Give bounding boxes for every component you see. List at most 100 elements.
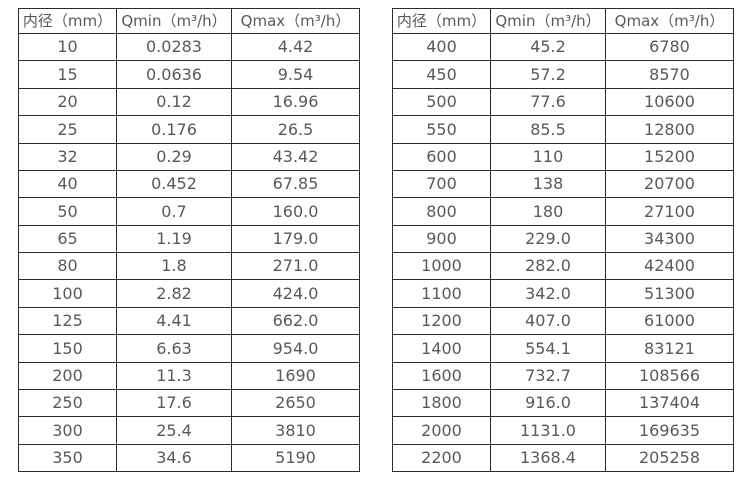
table-row: 150 6.63 954.0 <box>18 334 360 363</box>
column-header-inner-diameter: 内径（mm） <box>18 8 117 34</box>
table-cell: 1800 <box>392 388 491 418</box>
table-cell: 108566 <box>605 361 734 390</box>
table-cell: 954.0 <box>231 334 360 363</box>
table-row: 900 229.0 34300 <box>392 224 734 254</box>
table-row: 20 0.12 16.96 <box>18 87 360 117</box>
table-row: 32 0.29 43.42 <box>18 142 360 171</box>
table-cell: 0.7 <box>116 197 232 226</box>
table-cell: 67.85 <box>231 169 360 199</box>
table-row: 600 110 15200 <box>392 142 734 171</box>
table-cell: 400 <box>392 32 491 62</box>
table-cell: 300 <box>18 416 117 445</box>
table-cell: 26.5 <box>231 115 360 144</box>
table-cell: 15200 <box>605 142 734 171</box>
table-row: 50 0.7 160.0 <box>18 197 360 226</box>
table-cell: 0.176 <box>116 115 232 144</box>
table-cell: 137404 <box>605 388 734 418</box>
table-cell: 1000 <box>392 251 491 281</box>
table-cell: 0.12 <box>116 87 232 117</box>
table-cell: 16.96 <box>231 87 360 117</box>
table-cell: 282.0 <box>490 251 606 281</box>
table-row: 200 11.3 1690 <box>18 361 360 390</box>
header-row: 内径（mm） Qmin（m³/h） Qmax（m³/h） <box>18 8 360 34</box>
table-cell: 51300 <box>605 279 734 308</box>
table-cell: 550 <box>392 115 491 144</box>
table-cell: 916.0 <box>490 388 606 418</box>
table-cell: 80 <box>18 251 117 281</box>
table-cell: 6780 <box>605 32 734 62</box>
table-cell: 1600 <box>392 361 491 390</box>
table-cell: 1.8 <box>116 251 232 281</box>
table-cell: 450 <box>392 60 491 89</box>
table-row: 80 1.8 271.0 <box>18 251 360 281</box>
table-cell: 83121 <box>605 334 734 363</box>
table-cell: 0.29 <box>116 142 232 171</box>
table-cell: 0.0636 <box>116 60 232 89</box>
table-cell: 205258 <box>605 443 734 473</box>
table-row: 500 77.6 10600 <box>392 87 734 117</box>
table-cell: 700 <box>392 169 491 199</box>
table-cell: 9.54 <box>231 60 360 89</box>
table-cell: 500 <box>392 87 491 117</box>
table-cell: 8570 <box>605 60 734 89</box>
table-cell: 57.2 <box>490 60 606 89</box>
table-cell: 2.82 <box>116 279 232 308</box>
table-cell: 34300 <box>605 224 734 254</box>
table-cell: 5190 <box>231 443 360 473</box>
table-row: 2200 1368.4 205258 <box>392 443 734 473</box>
table-cell: 50 <box>18 197 117 226</box>
table-cell: 662.0 <box>231 306 360 336</box>
table-cell: 229.0 <box>490 224 606 254</box>
table-cell: 2650 <box>231 388 360 418</box>
table-cell: 45.2 <box>490 32 606 62</box>
table-cell: 800 <box>392 197 491 226</box>
table-row: 700 138 20700 <box>392 169 734 199</box>
table-row: 2000 1131.0 169635 <box>392 416 734 445</box>
table-row: 250 17.6 2650 <box>18 388 360 418</box>
table-row: 40 0.452 67.85 <box>18 169 360 199</box>
table-cell: 1690 <box>231 361 360 390</box>
table-cell: 350 <box>18 443 117 473</box>
table-row: 1600 732.7 108566 <box>392 361 734 390</box>
table-cell: 1200 <box>392 306 491 336</box>
table-cell: 1400 <box>392 334 491 363</box>
table-cell: 200 <box>18 361 117 390</box>
table-cell: 10600 <box>605 87 734 117</box>
table-cell: 77.6 <box>490 87 606 117</box>
table-cell: 25 <box>18 115 117 144</box>
table-cell: 138 <box>490 169 606 199</box>
table-cell: 554.1 <box>490 334 606 363</box>
header-row: 内径（mm） Qmin（m³/h） Qmax（m³/h） <box>392 8 734 34</box>
table-cell: 407.0 <box>490 306 606 336</box>
column-header-inner-diameter: 内径（mm） <box>392 8 491 34</box>
table-cell: 0.0283 <box>116 32 232 62</box>
table-row: 350 34.6 5190 <box>18 443 360 473</box>
table-row: 450 57.2 8570 <box>392 60 734 89</box>
table-cell: 1100 <box>392 279 491 308</box>
table-cell: 100 <box>18 279 117 308</box>
column-header-qmax: Qmax（m³/h） <box>605 8 734 34</box>
table-row: 1800 916.0 137404 <box>392 388 734 418</box>
flow-range-table-small-diameters: 内径（mm） Qmin（m³/h） Qmax（m³/h） 10 0.0283 4.4… <box>18 8 360 473</box>
table-cell: 85.5 <box>490 115 606 144</box>
table-cell: 4.42 <box>231 32 360 62</box>
table-cell: 12800 <box>605 115 734 144</box>
table-row: 65 1.19 179.0 <box>18 224 360 254</box>
table-cell: 250 <box>18 388 117 418</box>
table-cell: 10 <box>18 32 117 62</box>
column-header-qmax: Qmax（m³/h） <box>231 8 360 34</box>
column-header-qmin: Qmin（m³/h） <box>116 8 232 34</box>
table-row: 550 85.5 12800 <box>392 115 734 144</box>
table-cell: 125 <box>18 306 117 336</box>
table-cell: 600 <box>392 142 491 171</box>
table-cell: 25.4 <box>116 416 232 445</box>
column-header-qmin: Qmin（m³/h） <box>490 8 606 34</box>
table-cell: 2200 <box>392 443 491 473</box>
table-cell: 900 <box>392 224 491 254</box>
table-row: 1200 407.0 61000 <box>392 306 734 336</box>
table-cell: 17.6 <box>116 388 232 418</box>
table-cell: 15 <box>18 60 117 89</box>
table-row: 300 25.4 3810 <box>18 416 360 445</box>
table-row: 1100 342.0 51300 <box>392 279 734 308</box>
